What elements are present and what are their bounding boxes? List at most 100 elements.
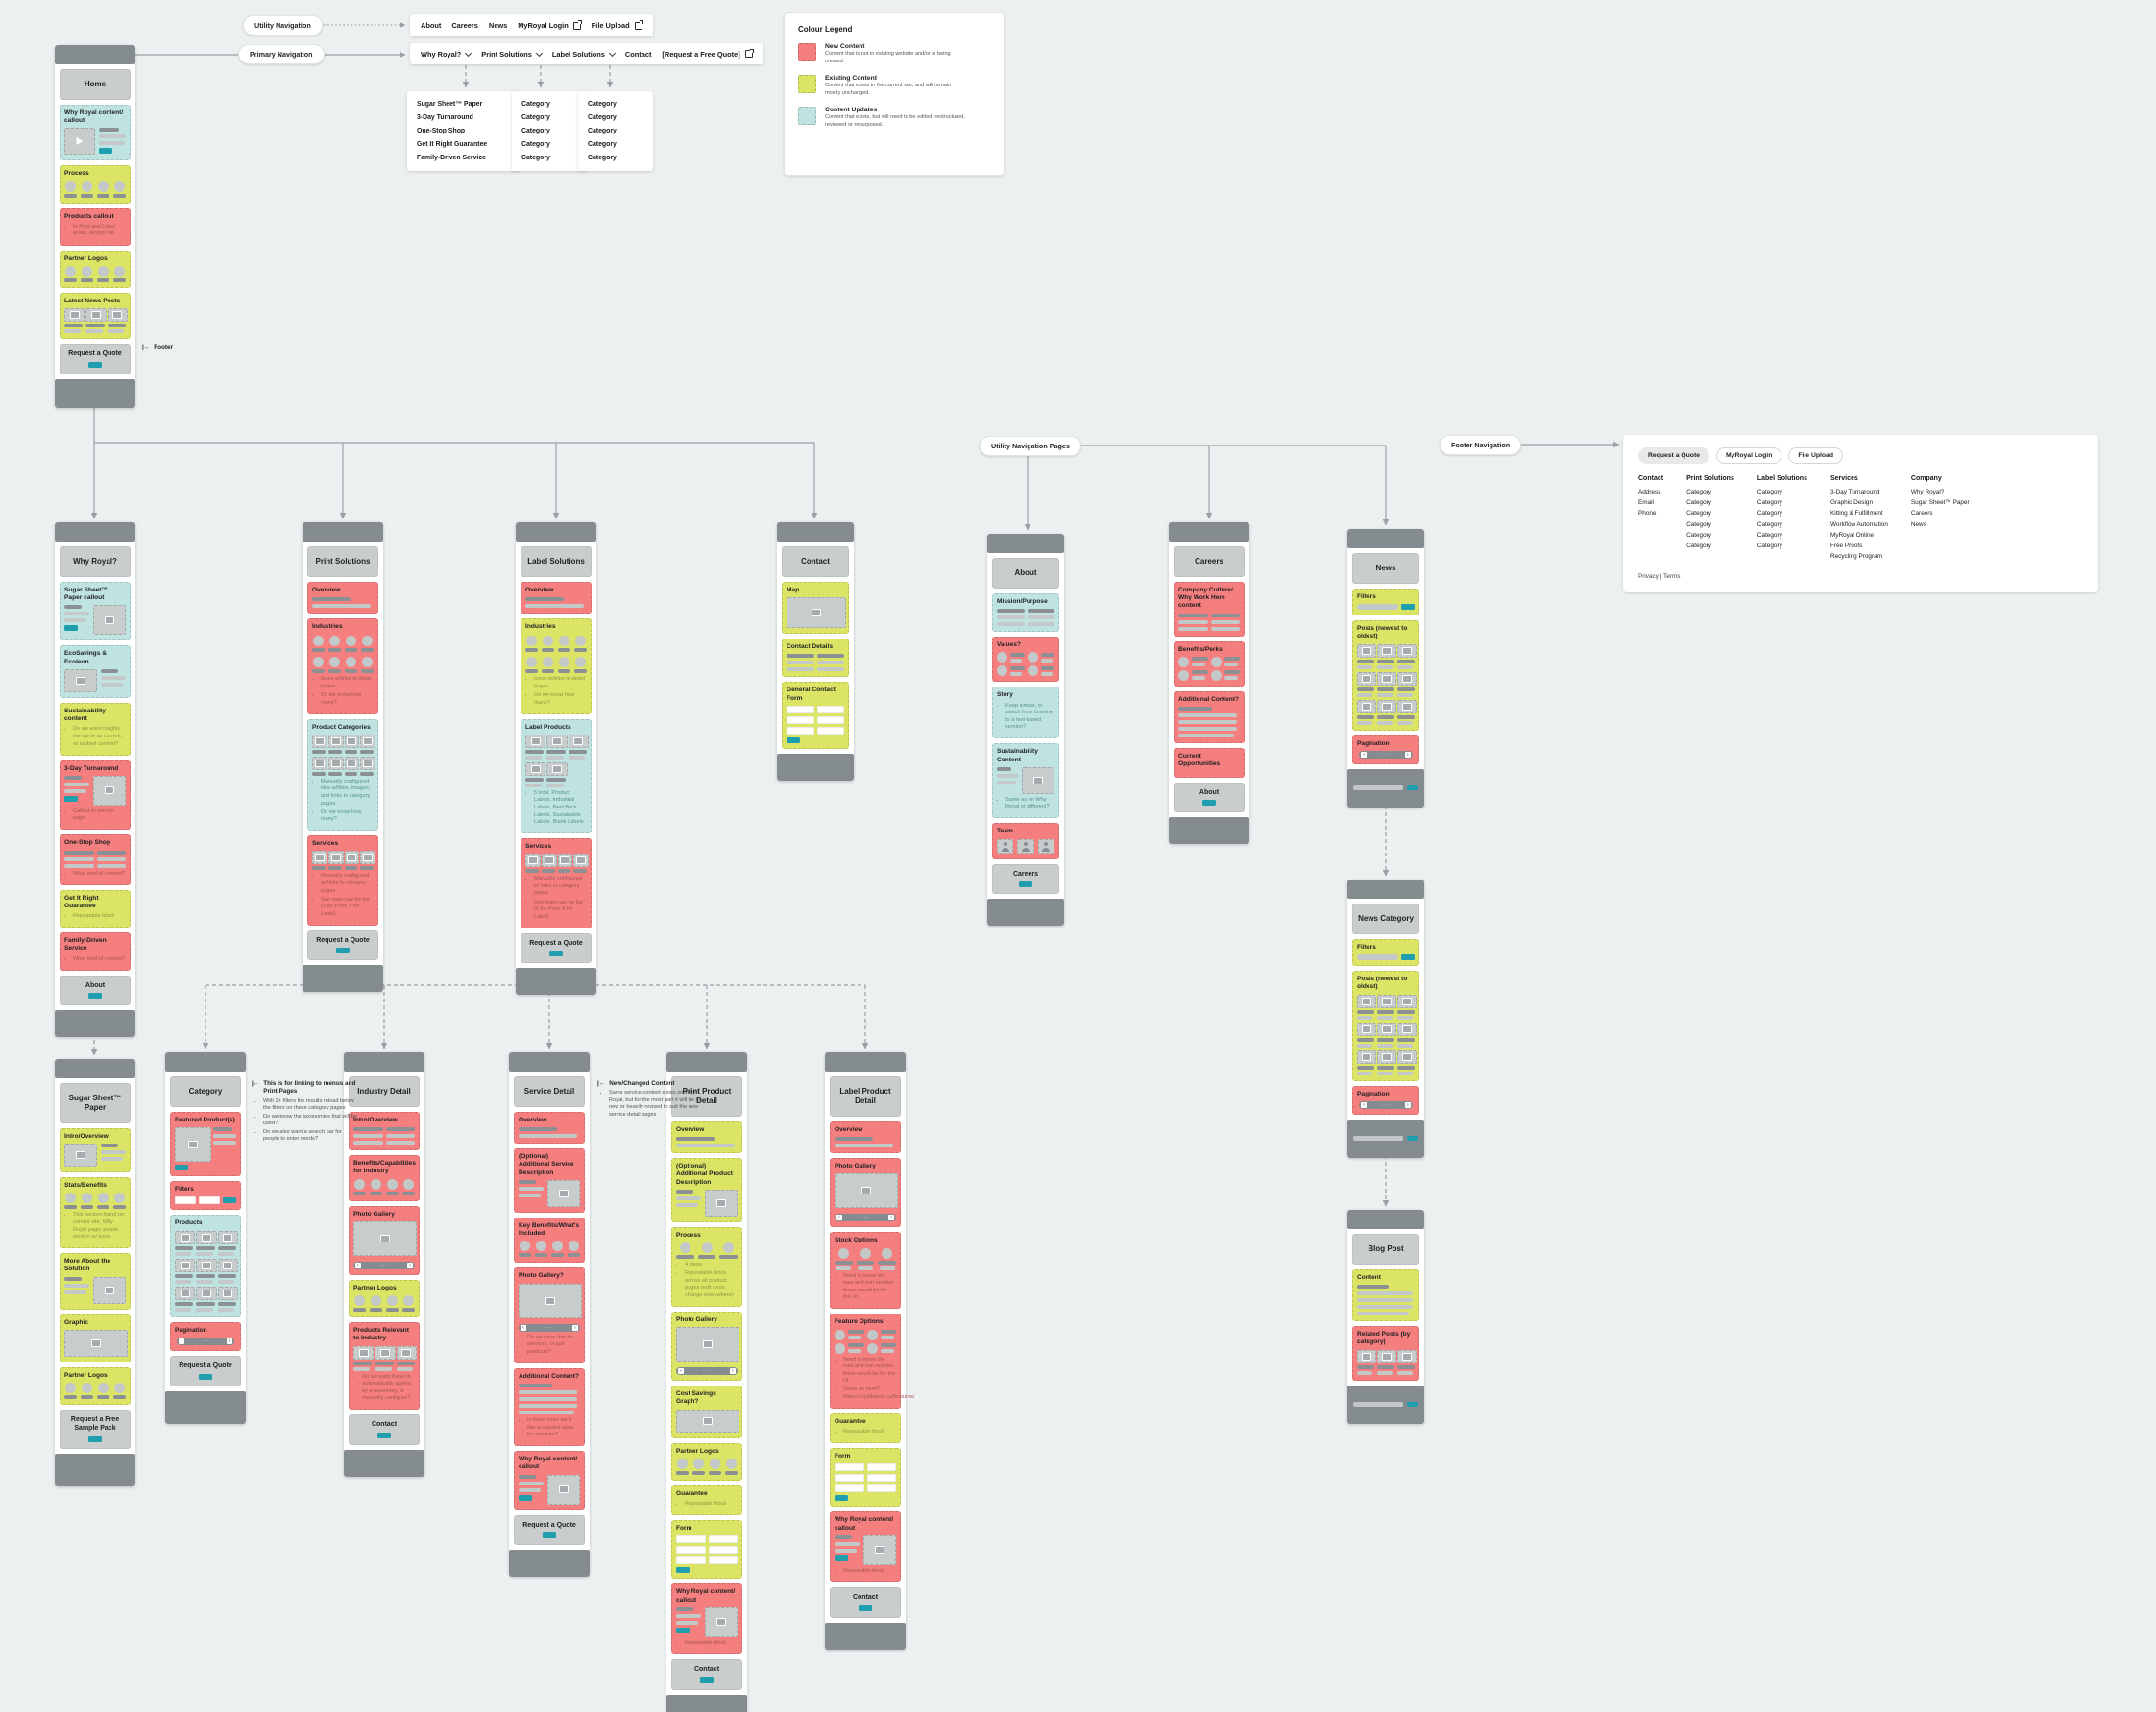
section-photo-gallery[interactable]: Photo Gallery? ‹ ··· › Do we have this for s…: [514, 1267, 585, 1363]
section-photo-gallery[interactable]: Photo Gallery ‹ ··· ›: [671, 1311, 742, 1382]
section-benefits-capabilities-for-industry[interactable]: Benefits/Capabilities for Industry: [349, 1155, 420, 1201]
section-product-categories[interactable]: Product Categories Manually configured ti…: [307, 718, 378, 832]
menu-item-family-driven-service[interactable]: Family-Driven Service: [417, 154, 487, 161]
page-title-about[interactable]: About: [992, 558, 1059, 589]
footer-link-category[interactable]: Category: [1686, 543, 1711, 550]
section-overview[interactable]: Overview: [671, 1121, 742, 1154]
section-filters[interactable]: Filters: [170, 1181, 241, 1211]
menu-item-category[interactable]: Category: [588, 154, 617, 161]
section-company-culture-why-work-here-content[interactable]: Company Culture/ Why Work Here content: [1174, 582, 1245, 637]
page-card-news[interactable]: News Filters Posts (newest to oldest) Pagin…: [1347, 529, 1424, 808]
section-cost-savings-graph[interactable]: Cost Savings Graph?: [671, 1386, 742, 1438]
section-stats-benefits[interactable]: Stats/Benefits This section found on curr…: [60, 1177, 131, 1249]
section-products-callout[interactable]: Products callout to Print and Label areas…: [60, 207, 131, 246]
section-form[interactable]: Form: [830, 1448, 901, 1507]
section-pagination[interactable]: Pagination ‹ ··· ›: [170, 1321, 241, 1351]
page-card-category[interactable]: Category Featured Product(s) Filters Produc…: [165, 1052, 246, 1424]
link-card-request-a-quote[interactable]: Request a Quote: [60, 344, 131, 374]
nav-item-request-a-free-quote[interactable]: [Request a Free Quote]: [662, 48, 755, 59]
section-partner-logos[interactable]: Partner Logos: [349, 1279, 420, 1318]
menu-item-category[interactable]: Category: [588, 140, 617, 148]
section-photo-gallery[interactable]: Photo Gallery ‹ ··· ›: [830, 1158, 901, 1228]
footer-link-category[interactable]: Category: [1756, 510, 1782, 518]
section-posts-newest-to-oldest[interactable]: Posts (newest to oldest): [1352, 971, 1419, 1081]
section-map[interactable]: Map: [782, 582, 849, 635]
footer-link-category[interactable]: Category: [1756, 531, 1782, 539]
section-industries[interactable]: Industries Icons w/links to detail pages.…: [521, 618, 592, 714]
section-feature-options[interactable]: Feature Options Need to know the max and …: [830, 1314, 914, 1409]
section-intro-overview[interactable]: Intro/Overview: [60, 1128, 131, 1173]
footer-link-graphic-design[interactable]: Graphic Design: [1829, 499, 1874, 507]
section-optional-additional-product-description[interactable]: (Optional) Additional Product Descriptio…: [671, 1158, 742, 1222]
section-general-contact-form[interactable]: General Contact Form: [782, 682, 849, 749]
section-services[interactable]: Services Manually configured w/ links to …: [521, 838, 592, 928]
section-filters[interactable]: Filters: [1352, 939, 1419, 967]
page-title-blog-post[interactable]: Blog Post: [1352, 1234, 1419, 1265]
section-photo-gallery[interactable]: Photo Gallery ‹ ··· ›: [349, 1205, 420, 1275]
page-title-service-detail[interactable]: Service Detail: [514, 1076, 585, 1107]
pill-utility-navigation-pages[interactable]: Utility Navigation Pages: [980, 436, 1081, 456]
section-family-driven-service[interactable]: Family-Driven Service What kind of conten…: [60, 932, 131, 971]
section-related-posts-by-category[interactable]: Related Posts (by category): [1352, 1326, 1419, 1381]
section-overview[interactable]: Overview: [521, 582, 592, 615]
section-contact-details[interactable]: Contact Details: [782, 639, 849, 678]
pill-utility-navigation[interactable]: Utility Navigation: [243, 15, 323, 36]
section-why-royal-content-callout[interactable]: Why Royal content/ callout Repeatable blo…: [830, 1511, 901, 1582]
footer-link-category[interactable]: Category: [1686, 499, 1711, 507]
footer-link-email[interactable]: Email: [1638, 499, 1654, 507]
nav-item-label-solutions[interactable]: Label Solutions: [552, 49, 616, 59]
section-guarantee[interactable]: Guarantee Repeatable block: [671, 1484, 742, 1516]
pill-primary-navigation[interactable]: Primary Navigation: [238, 44, 325, 64]
page-card-label-solutions[interactable]: Label Solutions Overview Industries Icons w…: [516, 522, 596, 996]
menu-item-category[interactable]: Category: [521, 114, 550, 122]
footer-link-sugar-sheet-paper[interactable]: Sugar Sheet™ Paper: [1910, 499, 1970, 507]
page-title-category[interactable]: Category: [170, 1076, 241, 1107]
footer-legal-links[interactable]: Privacy | Terms: [1638, 573, 1681, 581]
section-3-day-turnaround[interactable]: 3-Day Turnaround Callout to service page: [60, 760, 131, 831]
section-products[interactable]: Products: [170, 1215, 241, 1317]
link-card-request-a-quote[interactable]: Request a Quote: [170, 1355, 241, 1386]
page-title-label-product-detail[interactable]: Label Product Detail: [830, 1076, 901, 1117]
menu-item-one-stop-shop[interactable]: One-Stop Shop: [417, 127, 466, 134]
page-title-careers[interactable]: Careers: [1174, 546, 1245, 577]
section-sustainability-content[interactable]: Sustainability Content Same as on Why Roy…: [992, 743, 1059, 819]
section-benefits-perks[interactable]: Benefits/Perks: [1174, 640, 1245, 687]
nav-item-myroyal-login[interactable]: MyRoyal Login: [518, 20, 583, 30]
page-title-home[interactable]: Home: [60, 69, 131, 100]
footer-pill-myroyal-login[interactable]: MyRoyal Login: [1716, 447, 1782, 464]
page-title-why-royal[interactable]: Why Royal?: [60, 546, 131, 577]
section-sustainability-content[interactable]: Sustainability content Do we want roughly…: [60, 702, 131, 756]
pill-footer-navigation[interactable]: Footer Navigation: [1440, 435, 1522, 455]
section-optional-additional-service-description[interactable]: (Optional) Additional Service Descriptio…: [514, 1148, 585, 1213]
section-overview[interactable]: Overview: [830, 1121, 901, 1154]
section-additional-content[interactable]: Additional Content? Is there more we'd li…: [514, 1367, 585, 1447]
page-card-about[interactable]: About Mission/Purpose Values? Story Keep sim…: [987, 534, 1064, 927]
footer-link-address[interactable]: Address: [1638, 489, 1661, 495]
page-card-news-category[interactable]: News Category Filters Posts (newest to old…: [1347, 880, 1424, 1158]
footer-link-category[interactable]: Category: [1756, 499, 1782, 507]
section-process[interactable]: Process 4 stepsRepeatable block across al…: [671, 1226, 742, 1307]
menu-item-category[interactable]: Category: [588, 101, 617, 109]
section-overview[interactable]: Overview: [514, 1112, 585, 1145]
menu-item-category[interactable]: Category: [588, 127, 617, 134]
nav-item-print-solutions[interactable]: Print Solutions: [481, 49, 543, 59]
footer-link-category[interactable]: Category: [1756, 520, 1782, 528]
section-why-royal-content-callout[interactable]: Why Royal content/ callout: [514, 1451, 585, 1510]
footer-pill-file-upload[interactable]: File Upload: [1788, 447, 1843, 464]
nav-item-about[interactable]: About: [421, 21, 442, 30]
menu-item-category[interactable]: Category: [588, 114, 617, 122]
section-pagination[interactable]: Pagination ‹ ··· ›: [1352, 1085, 1419, 1115]
footer-link-why-royal[interactable]: Why Royal?: [1910, 489, 1945, 495]
section-additional-content[interactable]: Additional Content?: [1174, 690, 1245, 744]
page-card-careers[interactable]: Careers Company Culture/ Why Work Here co…: [1169, 522, 1249, 845]
link-card-careers[interactable]: Careers: [992, 863, 1059, 895]
menu-item-sugar-sheet-paper[interactable]: Sugar Sheet™ Paper: [417, 101, 483, 109]
section-overview[interactable]: Overview: [307, 582, 378, 615]
section-label-products[interactable]: Label Products 5 total: Product Labels, I…: [521, 718, 592, 834]
section-intro-overview[interactable]: Intro/Overview: [349, 1112, 420, 1151]
section-stock-options[interactable]: Stock Options Need to know the max and mi…: [830, 1232, 901, 1310]
menu-item-category[interactable]: Category: [521, 140, 550, 148]
page-title-print-product-detail[interactable]: Print Product Detail: [671, 1076, 742, 1117]
section-values[interactable]: Values?: [992, 637, 1059, 683]
footer-link-myroyal-online[interactable]: MyRoyal Online: [1829, 531, 1875, 539]
